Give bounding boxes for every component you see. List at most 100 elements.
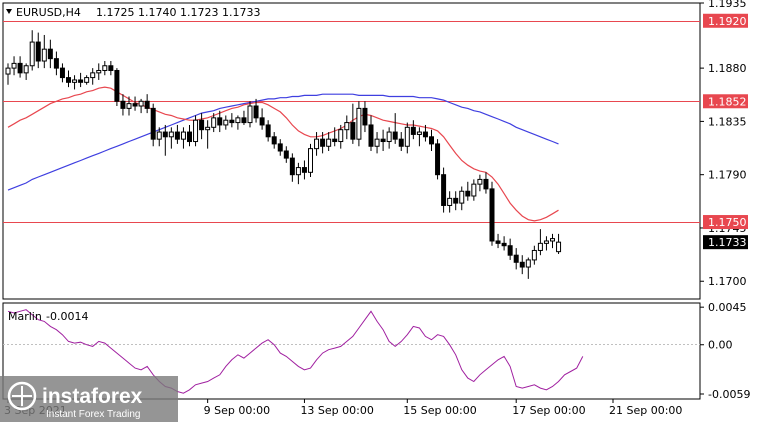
candle — [471, 179, 477, 201]
marlin-oscillator-line — [7, 309, 584, 394]
bear-candle-body — [501, 242, 507, 247]
bear-candle-body — [301, 167, 307, 173]
candle — [253, 98, 259, 123]
level-badge-box — [703, 215, 748, 230]
candle — [513, 248, 519, 270]
bear-candle-body — [174, 131, 180, 140]
candle — [162, 124, 168, 156]
bear-candle-body — [120, 100, 126, 109]
candle — [174, 124, 180, 144]
symbol-label: EURUSD,H4 — [16, 6, 81, 19]
bull-candle-body — [193, 119, 199, 143]
candle — [338, 124, 344, 149]
candle — [392, 113, 398, 144]
candle — [108, 61, 114, 76]
bull-candle-body — [235, 117, 241, 124]
candle — [66, 70, 71, 88]
candle — [410, 120, 416, 140]
price-tick-label: 1.1935 — [708, 0, 747, 10]
oscillator-pane[interactable] — [2, 302, 701, 400]
bear-candle-body — [66, 77, 71, 83]
bear-candle-body — [507, 245, 513, 256]
oscillator-value: -0.0014 — [46, 310, 88, 323]
price-tick-label: 1.1835 — [708, 115, 747, 128]
bear-candle-body — [332, 138, 338, 143]
bull-candle-body — [126, 103, 132, 109]
bull-candle-body — [477, 178, 483, 185]
candle — [483, 172, 489, 194]
bull-candle-body — [156, 131, 162, 140]
candle — [168, 127, 174, 149]
price-badges: 1.1920 1.1852 1.1750 1.1733 — [703, 13, 748, 250]
bull-candle-body — [471, 183, 477, 197]
time-tick-label: 9 Sep 00:00 — [204, 404, 270, 417]
candle — [429, 129, 434, 151]
ohlc-readout: 1.1725 1.1740 1.1723 1.1733 — [96, 6, 260, 19]
candle — [271, 132, 277, 149]
level-badge-text: 1.1920 — [708, 15, 747, 28]
candle — [59, 63, 65, 83]
bull-candle-body — [41, 48, 47, 62]
fast-moving-average-line — [7, 86, 559, 222]
candle — [350, 103, 356, 144]
candle — [144, 94, 150, 114]
collapse-triangle-icon[interactable] — [6, 9, 12, 14]
candle — [114, 68, 120, 107]
candle — [368, 115, 374, 151]
bear-candle-body — [289, 157, 295, 176]
candle — [465, 181, 471, 201]
candle — [416, 127, 422, 147]
bull-candle-body — [314, 138, 320, 150]
bull-candle-body — [308, 148, 313, 173]
candle — [199, 113, 205, 140]
current-price-badge-text: 1.1733 — [708, 236, 747, 249]
oscillator-header: Marlin -0.0014 — [8, 310, 88, 323]
candle — [84, 75, 90, 85]
bull-candle-body — [344, 122, 350, 131]
candle — [507, 238, 513, 260]
bear-candle-body — [320, 138, 326, 147]
bull-candle-body — [180, 131, 186, 140]
bull-candle-body — [168, 131, 174, 138]
candle — [29, 30, 35, 71]
bear-candle-body — [217, 117, 223, 126]
bear-candle-body — [114, 69, 120, 102]
bear-candle-body — [429, 136, 434, 145]
bear-candle-body — [398, 138, 404, 147]
candle — [320, 132, 326, 154]
bear-candle-body — [144, 100, 150, 109]
candle — [447, 191, 453, 213]
current-price-badge-box — [703, 235, 748, 250]
bear-candle-body — [241, 117, 247, 124]
instaforex-watermark: instaforex Instant Forex Trading — [0, 376, 178, 422]
candle — [223, 115, 229, 130]
bear-candle-body — [519, 261, 525, 268]
bull-candle-body — [72, 79, 78, 83]
candle — [386, 127, 392, 149]
bear-candle-body — [271, 136, 277, 145]
bull-candle-body — [223, 119, 229, 126]
candle — [23, 63, 29, 80]
bear-candle-body — [392, 131, 398, 140]
bull-candle-body — [404, 126, 410, 147]
candle — [102, 61, 108, 76]
bear-candle-body — [108, 65, 114, 71]
candle — [295, 162, 301, 185]
candle — [519, 255, 525, 275]
candle — [5, 63, 11, 85]
main-price-pane[interactable] — [2, 2, 701, 300]
candle — [211, 113, 217, 133]
candle — [314, 132, 320, 156]
bull-candle-body — [447, 197, 453, 206]
bull-candle-body — [386, 131, 392, 143]
candle — [531, 245, 537, 265]
candle — [229, 113, 235, 128]
candle — [17, 56, 23, 78]
bear-candle-body — [368, 124, 374, 147]
candle — [543, 236, 549, 251]
level-badge: 1.1852 — [703, 94, 748, 109]
candle — [126, 96, 132, 116]
bear-candle-body — [78, 79, 84, 83]
candle — [132, 96, 138, 111]
